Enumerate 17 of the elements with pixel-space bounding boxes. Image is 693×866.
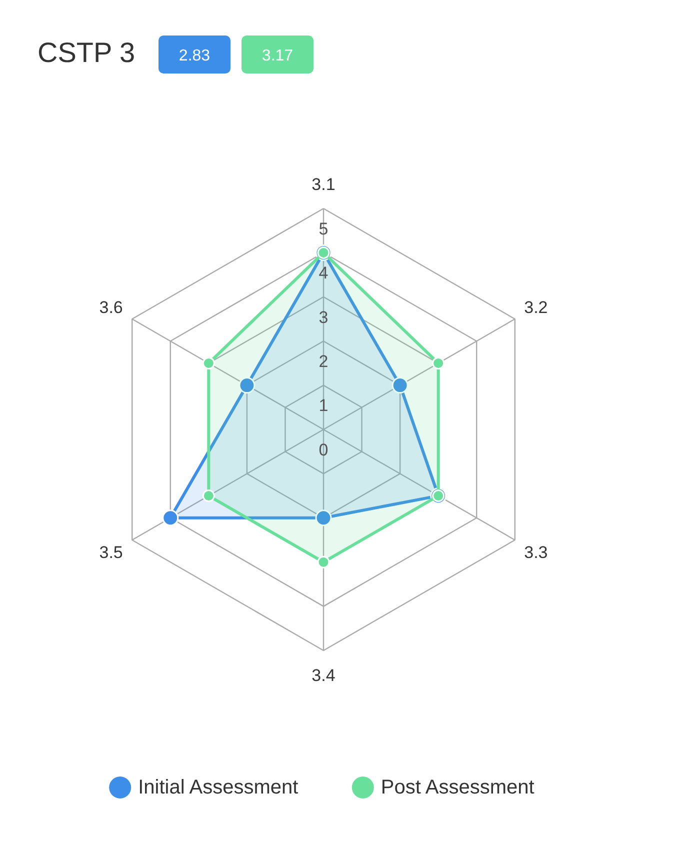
spoke-label: 3.1 <box>312 175 336 194</box>
spoke-label: 3.6 <box>99 298 123 317</box>
text: 3.17 <box>262 48 294 64</box>
y-tick-label: 0 <box>318 440 328 460</box>
y-tick-label: 2 <box>318 352 328 371</box>
legend-label: Initial Assessment <box>138 776 299 798</box>
y-tick-label: 3 <box>318 308 328 327</box>
spoke-label: 3.4 <box>312 666 336 685</box>
legend-label: Post Assessment <box>380 776 535 798</box>
y-tick-label: 5 <box>318 219 328 238</box>
text: 2.83 <box>178 48 210 64</box>
spoke-label: 3.2 <box>524 298 548 317</box>
spoke-label: 3.3 <box>524 543 548 562</box>
y-tick-label: 1 <box>318 396 328 416</box>
y-tick-label: 4 <box>318 264 328 283</box>
spoke-label: 3.5 <box>99 543 123 562</box>
chart-title: CSTP 3 <box>38 37 136 68</box>
